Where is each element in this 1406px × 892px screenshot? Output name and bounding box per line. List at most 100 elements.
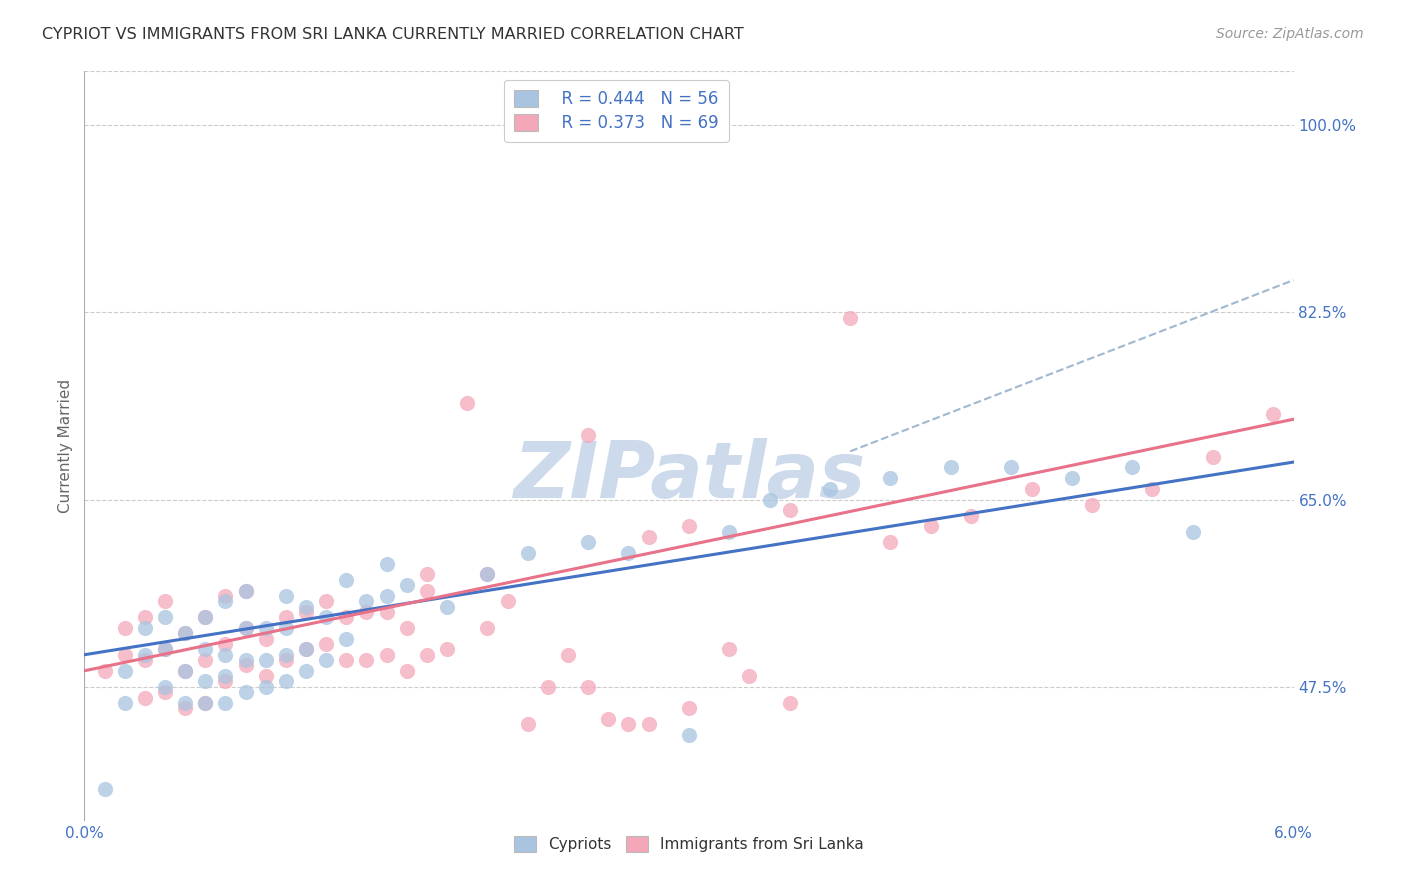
- Point: [315, 637, 337, 651]
- Point: [274, 653, 297, 667]
- Point: [134, 621, 156, 635]
- Point: [114, 664, 136, 678]
- Point: [395, 621, 418, 635]
- Point: [375, 557, 398, 571]
- Point: [598, 712, 620, 726]
- Point: [134, 690, 156, 705]
- Text: ZIPatlas: ZIPatlas: [513, 438, 865, 514]
- Point: [1142, 482, 1164, 496]
- Point: [194, 610, 217, 624]
- Point: [254, 632, 277, 646]
- Point: [153, 680, 176, 694]
- Point: [335, 573, 357, 587]
- Y-axis label: Currently Married: Currently Married: [58, 379, 73, 513]
- Point: [1181, 524, 1204, 539]
- Point: [274, 648, 297, 662]
- Point: [939, 460, 962, 475]
- Point: [839, 310, 862, 325]
- Point: [214, 594, 236, 608]
- Point: [637, 530, 659, 544]
- Point: [93, 781, 115, 796]
- Point: [375, 605, 398, 619]
- Point: [174, 664, 197, 678]
- Point: [617, 717, 640, 731]
- Point: [134, 653, 156, 667]
- Point: [496, 594, 519, 608]
- Point: [356, 653, 378, 667]
- Point: [235, 621, 257, 635]
- Point: [214, 637, 236, 651]
- Point: [194, 696, 217, 710]
- Point: [516, 546, 538, 560]
- Point: [1060, 471, 1083, 485]
- Point: [920, 519, 942, 533]
- Point: [235, 658, 257, 673]
- Legend: Cypriots, Immigrants from Sri Lanka: Cypriots, Immigrants from Sri Lanka: [508, 830, 870, 858]
- Point: [576, 428, 599, 442]
- Point: [416, 567, 439, 582]
- Point: [114, 621, 136, 635]
- Point: [779, 503, 801, 517]
- Point: [194, 653, 217, 667]
- Point: [537, 680, 560, 694]
- Point: [235, 653, 257, 667]
- Text: CYPRIOT VS IMMIGRANTS FROM SRI LANKA CURRENTLY MARRIED CORRELATION CHART: CYPRIOT VS IMMIGRANTS FROM SRI LANKA CUR…: [42, 27, 744, 42]
- Point: [1202, 450, 1225, 464]
- Point: [174, 664, 197, 678]
- Point: [174, 626, 197, 640]
- Point: [779, 696, 801, 710]
- Point: [678, 701, 700, 715]
- Point: [1021, 482, 1043, 496]
- Point: [295, 599, 318, 614]
- Point: [254, 669, 277, 683]
- Point: [879, 471, 901, 485]
- Point: [557, 648, 579, 662]
- Point: [214, 674, 236, 689]
- Point: [274, 621, 297, 635]
- Point: [637, 717, 659, 731]
- Point: [335, 653, 357, 667]
- Point: [456, 396, 478, 410]
- Point: [960, 508, 983, 523]
- Point: [274, 610, 297, 624]
- Point: [1121, 460, 1143, 475]
- Point: [274, 674, 297, 689]
- Point: [477, 621, 499, 635]
- Point: [436, 642, 458, 657]
- Point: [295, 642, 318, 657]
- Point: [93, 664, 115, 678]
- Point: [395, 664, 418, 678]
- Text: Source: ZipAtlas.com: Source: ZipAtlas.com: [1216, 27, 1364, 41]
- Point: [477, 567, 499, 582]
- Point: [335, 632, 357, 646]
- Point: [235, 583, 257, 598]
- Point: [235, 621, 257, 635]
- Point: [356, 605, 378, 619]
- Point: [194, 610, 217, 624]
- Point: [436, 599, 458, 614]
- Point: [879, 535, 901, 549]
- Point: [153, 685, 176, 699]
- Point: [295, 642, 318, 657]
- Point: [153, 642, 176, 657]
- Point: [295, 605, 318, 619]
- Point: [576, 535, 599, 549]
- Point: [214, 696, 236, 710]
- Point: [1263, 407, 1285, 421]
- Point: [153, 594, 176, 608]
- Point: [214, 669, 236, 683]
- Point: [254, 653, 277, 667]
- Point: [315, 610, 337, 624]
- Point: [214, 648, 236, 662]
- Point: [274, 589, 297, 603]
- Point: [153, 610, 176, 624]
- Point: [235, 583, 257, 598]
- Point: [758, 492, 780, 507]
- Point: [738, 669, 761, 683]
- Point: [114, 696, 136, 710]
- Point: [1081, 498, 1104, 512]
- Point: [617, 546, 640, 560]
- Point: [194, 674, 217, 689]
- Point: [194, 696, 217, 710]
- Point: [416, 583, 439, 598]
